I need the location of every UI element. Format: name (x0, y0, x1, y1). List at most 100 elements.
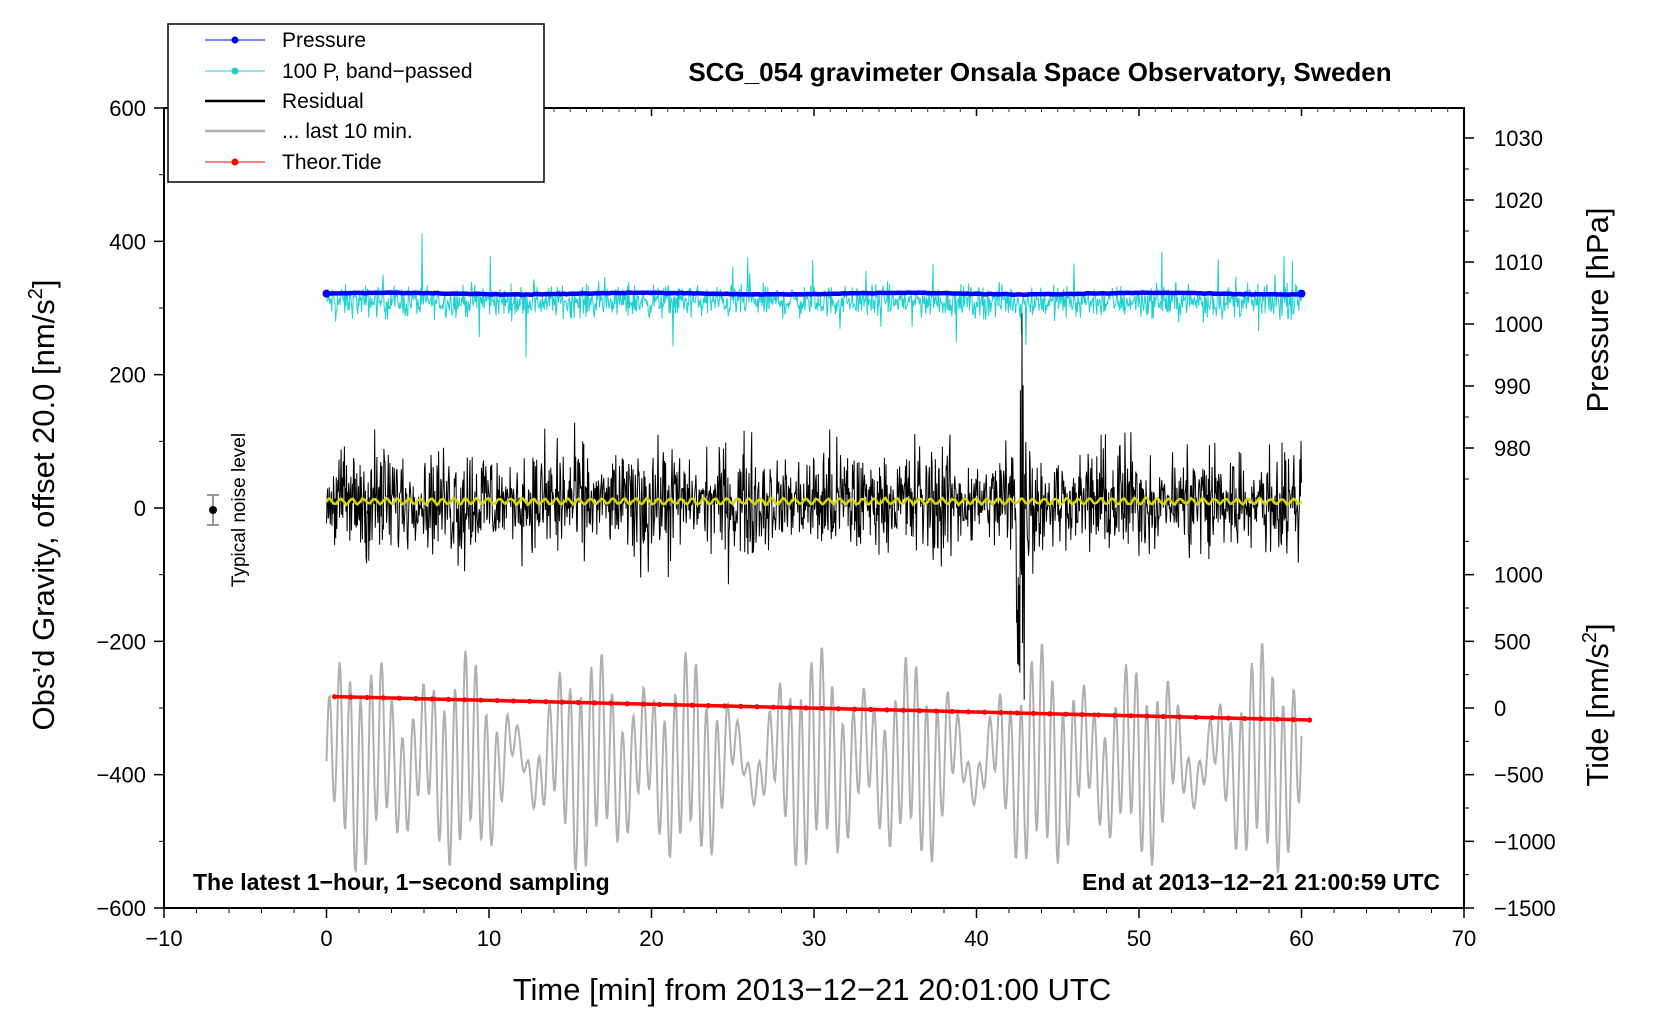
series-pressure (322, 289, 1306, 298)
pressure-tick-label: 1010 (1494, 250, 1543, 275)
series-residual-smoothed (325, 495, 1303, 508)
x-tick-label: 70 (1452, 926, 1476, 951)
last-10-min-line (325, 643, 1303, 875)
theor-tide-point (429, 696, 435, 702)
theor-tide-point (868, 706, 874, 713)
x-tick-label: −10 (145, 926, 182, 951)
theor-tide-point (1193, 714, 1199, 720)
legend-item-last-10-min: ... last 10 min. (205, 120, 413, 143)
theor-tide-point (1014, 710, 1020, 716)
theor-tide-point (608, 700, 614, 706)
residual-line (326, 313, 1302, 700)
theor-tide-point (640, 701, 646, 707)
tide-tick-label: −1000 (1494, 829, 1556, 854)
theor-tide-point (852, 706, 858, 712)
pressure-tick-label: 1020 (1494, 188, 1543, 213)
pressure-tick-label: 980 (1494, 436, 1531, 461)
theor-tide-point (949, 708, 955, 715)
pressure-line (326, 290, 1302, 298)
theor-tide-point (478, 697, 484, 703)
legend-label-band-passed: 100 P, band−passed (282, 60, 473, 83)
y-tick-label: −200 (96, 629, 146, 654)
pressure-tick-label: 1000 (1494, 312, 1543, 337)
theor-tide-point (1307, 717, 1313, 723)
x-tick-label: 30 (802, 926, 826, 951)
legend-label-last-10-min: ... last 10 min. (282, 120, 413, 143)
theor-tide-point (348, 694, 354, 700)
theor-tide-point (1128, 713, 1134, 719)
theor-tide-point (462, 697, 468, 703)
x-tick-label: 20 (639, 926, 663, 951)
theor-tide-point (722, 703, 728, 709)
pressure-start-point (322, 289, 331, 298)
theor-tide-point (1030, 710, 1036, 716)
theor-tide-point (510, 698, 516, 704)
theor-tide-point (1274, 716, 1280, 722)
pressure-tick-label: 1030 (1494, 126, 1543, 151)
theor-tide-point (364, 694, 370, 701)
x-tick-label: 50 (1127, 926, 1151, 951)
theor-tide-point (1290, 717, 1296, 723)
theor-tide-point (803, 705, 809, 711)
theor-tide-point (575, 699, 581, 706)
theor-tide-point (705, 703, 711, 709)
x-tick-label: 60 (1289, 926, 1313, 951)
theor-tide-point (835, 706, 841, 712)
theor-tide-point (1079, 711, 1085, 718)
series-last-10-min (325, 643, 1303, 875)
y-axis-label-left: Obs’d Gravity, offset 20.0 [nm/s2] (25, 279, 61, 730)
x-axis-ticks: −10 0 10 20 30 40 50 60 70 (145, 108, 1476, 951)
theor-tide-point (689, 702, 695, 708)
theor-tide-point (380, 695, 386, 701)
legend-item-band-passed: 100 P, band−passed (205, 60, 473, 83)
legend-label-theor-tide: Theor.Tide (282, 151, 382, 174)
theor-tide-point (1095, 712, 1101, 718)
y-tick-label: −400 (96, 763, 146, 788)
x-tick-label: 40 (964, 926, 988, 951)
theor-tide-point (787, 704, 793, 711)
legend-item-theor-tide: Theor.Tide (205, 151, 382, 174)
theor-tide-point (445, 696, 451, 702)
theor-tide-point (917, 708, 923, 714)
legend-box (167, 23, 545, 183)
theor-tide-point (982, 709, 988, 715)
end-time-note: End at 2013−12−21 21:00:59 UTC (1082, 869, 1440, 895)
chart-title: SCG_054 gravimeter Onsala Space Observat… (688, 57, 1391, 87)
pressure-end-point (1297, 289, 1306, 298)
theor-tide-point (965, 709, 971, 715)
y-axis-label-pressure: Pressure [hPa] (1580, 207, 1615, 412)
theor-tide-point (1063, 711, 1069, 717)
theor-tide-point (332, 694, 338, 700)
y-axis-ticks: −600 −400 −200 0 200 400 600 (96, 96, 164, 921)
tide-tick-label: −1500 (1494, 896, 1556, 921)
theor-tide-point (1209, 715, 1215, 721)
tide-tick-label: 1000 (1494, 563, 1543, 588)
legend-label-residual: Residual (282, 90, 364, 113)
pressure-axis-ticks: 980 990 1000 1010 1020 1030 (1464, 126, 1543, 480)
theor-tide-point (900, 707, 906, 713)
legend-item-residual: Residual (205, 90, 364, 113)
theor-tide-point (624, 701, 630, 707)
theor-tide-point (1112, 712, 1118, 718)
y-axis-label-tide: Tide [nm/s2] (1579, 623, 1615, 786)
theor-tide-point (413, 696, 419, 702)
theor-tide-point (1047, 711, 1053, 717)
legend-label-pressure: Pressure (282, 29, 366, 52)
theor-tide-point (1258, 716, 1264, 722)
theor-tide-point (657, 701, 663, 708)
theor-tide-point (998, 710, 1004, 716)
noise-level-label: Typical noise level (229, 433, 250, 587)
theor-tide-point (543, 699, 549, 705)
theor-tide-point (397, 695, 403, 701)
y-tick-label: −600 (96, 896, 146, 921)
x-tick-label: 10 (477, 926, 501, 951)
y-tick-label: 400 (109, 229, 146, 254)
tide-tick-label: 500 (1494, 629, 1531, 654)
pressure-tick-label: 990 (1494, 374, 1531, 399)
y-tick-label: 600 (109, 96, 146, 121)
x-tick-label: 0 (320, 926, 332, 951)
theor-tide-point (673, 702, 679, 708)
y-tick-label: 0 (134, 496, 146, 521)
tide-axis-ticks: −1500 −1000 −500 0 500 1000 (1464, 540, 1556, 921)
